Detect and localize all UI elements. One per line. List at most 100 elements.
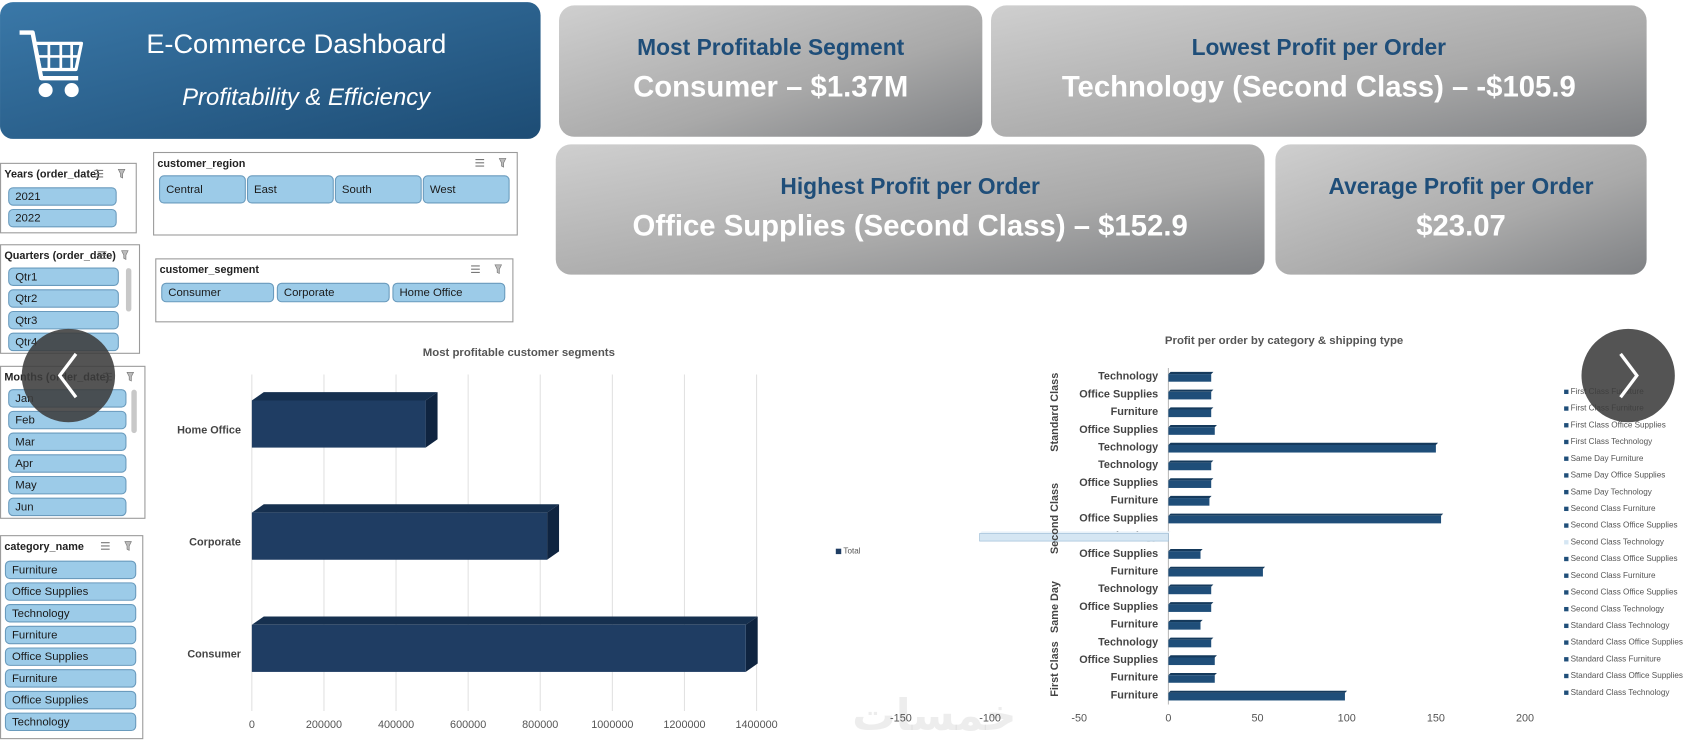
x-tick-label: 800000 bbox=[522, 719, 558, 731]
slicer-item-label[interactable]: Jan bbox=[15, 393, 33, 405]
header-subtitle: Profitability & Efficiency bbox=[182, 84, 432, 111]
slicer-item-label[interactable]: Technology bbox=[12, 608, 70, 620]
slicer-item[interactable] bbox=[159, 175, 246, 204]
slicer-item-label[interactable]: South bbox=[342, 184, 372, 196]
clear-filter-icon[interactable] bbox=[498, 158, 507, 168]
group-label: First Class bbox=[1049, 641, 1061, 696]
slicer-item[interactable] bbox=[276, 282, 390, 303]
legend-label: Second Class Office Supplies bbox=[1571, 521, 1678, 530]
legend-label: First Class Technology bbox=[1571, 437, 1654, 446]
bar-top bbox=[1168, 602, 1214, 605]
slicer-item[interactable] bbox=[4, 712, 137, 732]
slicer-item[interactable] bbox=[8, 432, 127, 451]
slicer-item-label[interactable]: Consumer bbox=[168, 287, 221, 299]
multi-select-icon[interactable] bbox=[100, 542, 110, 550]
legend-label: Second Class Furniture bbox=[1571, 571, 1656, 580]
slicer-item[interactable] bbox=[8, 187, 117, 206]
slicer-item-label[interactable]: Mar bbox=[15, 436, 35, 448]
x-tick-label: 200000 bbox=[306, 719, 342, 731]
chart-title: Most profitable customer segments bbox=[423, 347, 615, 359]
multi-select-icon[interactable] bbox=[471, 265, 480, 273]
slicer-item[interactable] bbox=[4, 690, 137, 710]
bar bbox=[1168, 604, 1212, 612]
next-circle[interactable] bbox=[1581, 328, 1675, 423]
bar bbox=[1168, 444, 1436, 453]
clear-filter-icon[interactable] bbox=[124, 541, 132, 551]
slicer-item-label[interactable]: Apr bbox=[15, 458, 33, 470]
clear-filter-icon[interactable] bbox=[494, 264, 503, 275]
slicer-item-label[interactable]: 2021 bbox=[15, 191, 40, 203]
slicer-item[interactable] bbox=[8, 310, 119, 330]
slicer-item[interactable] bbox=[161, 282, 275, 303]
slicer-item[interactable] bbox=[334, 175, 422, 204]
slicer-item[interactable] bbox=[8, 208, 117, 228]
y-tick-label: Consumer bbox=[187, 649, 241, 661]
multi-select-icon[interactable] bbox=[97, 251, 107, 259]
slicer-item-label[interactable]: May bbox=[15, 480, 37, 492]
slicer-item[interactable] bbox=[4, 604, 137, 623]
slicer-item-label[interactable]: Corporate bbox=[284, 287, 335, 299]
slicer-item-label[interactable]: Furniture bbox=[12, 630, 58, 642]
clear-filter-icon[interactable] bbox=[121, 250, 129, 260]
slicer-item-label[interactable]: 2022 bbox=[15, 213, 40, 225]
slicer-item-label[interactable]: Central bbox=[166, 184, 203, 196]
prev-circle[interactable] bbox=[21, 328, 116, 423]
bar-side bbox=[425, 392, 438, 448]
bar bbox=[1168, 462, 1212, 471]
slicer-item[interactable] bbox=[4, 625, 137, 645]
slicer-item[interactable] bbox=[8, 497, 127, 517]
next-button[interactable] bbox=[1581, 328, 1675, 423]
prev-chevron[interactable] bbox=[57, 352, 78, 399]
slicer-item-label[interactable]: Office Supplies bbox=[12, 695, 89, 707]
slicer-item-label[interactable]: West bbox=[430, 184, 457, 196]
slicer-item-label[interactable]: Office Supplies bbox=[12, 651, 89, 663]
bar-top bbox=[1168, 389, 1214, 392]
bar-top bbox=[1168, 407, 1214, 410]
prev-button[interactable] bbox=[21, 328, 116, 423]
slicer-item-label[interactable]: Furniture bbox=[12, 673, 58, 685]
slicer-item[interactable] bbox=[4, 582, 137, 601]
slicer-item-label[interactable]: East bbox=[254, 184, 278, 196]
multi-select-icon[interactable] bbox=[94, 169, 104, 178]
kpi-card bbox=[555, 144, 1265, 275]
slicer-item-label[interactable]: Qtr4 bbox=[15, 336, 37, 348]
slicer-item-label[interactable]: Home Office bbox=[399, 287, 462, 299]
slicer-item[interactable] bbox=[4, 560, 137, 580]
slicer-item[interactable] bbox=[8, 267, 119, 287]
legend-label: Standard Class Furniture bbox=[1571, 654, 1662, 663]
group-label: Standard Class bbox=[1049, 373, 1061, 452]
multi-select-icon[interactable] bbox=[475, 159, 485, 167]
slicer-item-label[interactable]: Feb bbox=[15, 415, 35, 427]
slicer-item[interactable] bbox=[392, 282, 506, 303]
clear-filter-icon[interactable] bbox=[117, 169, 126, 179]
next-chevron[interactable] bbox=[1619, 352, 1639, 399]
slicer-item[interactable] bbox=[422, 175, 510, 204]
header-box bbox=[0, 2, 541, 139]
bar-top bbox=[1168, 460, 1214, 463]
slicer-item[interactable] bbox=[4, 647, 137, 666]
clear-filter-icon[interactable] bbox=[126, 371, 135, 382]
bar bbox=[251, 400, 426, 448]
kpi-value: Consumer – $1.37M bbox=[633, 71, 908, 104]
slicer-item-label[interactable]: Qtr2 bbox=[15, 293, 37, 305]
slicer-item[interactable] bbox=[8, 289, 119, 308]
slicer-item-label[interactable]: Furniture bbox=[12, 564, 58, 576]
slicer-item-label[interactable]: Qtr3 bbox=[15, 315, 37, 327]
slicer-item-label[interactable]: Office Supplies bbox=[12, 586, 89, 598]
slicer-item-label[interactable]: Technology bbox=[12, 716, 70, 728]
slicer-item-label[interactable]: Jun bbox=[15, 501, 33, 513]
bar-top bbox=[1168, 655, 1217, 658]
slicer-item[interactable] bbox=[8, 475, 127, 495]
legend-label: Standard Class Technology bbox=[1571, 688, 1671, 697]
slicer-item[interactable] bbox=[8, 454, 127, 473]
slicer-title: Quarters (order_date) bbox=[4, 250, 116, 262]
slicer-item[interactable] bbox=[246, 175, 334, 204]
slicer-item[interactable] bbox=[4, 669, 137, 688]
legend-marker bbox=[1564, 556, 1569, 562]
y-tick-label: Office Supplies bbox=[1079, 424, 1158, 436]
slicer-item-label[interactable]: Qtr1 bbox=[15, 271, 37, 283]
slicer-title: customer_region bbox=[157, 158, 245, 170]
legend-marker bbox=[835, 548, 842, 555]
y-tick-label: Office Supplies bbox=[1079, 548, 1158, 560]
